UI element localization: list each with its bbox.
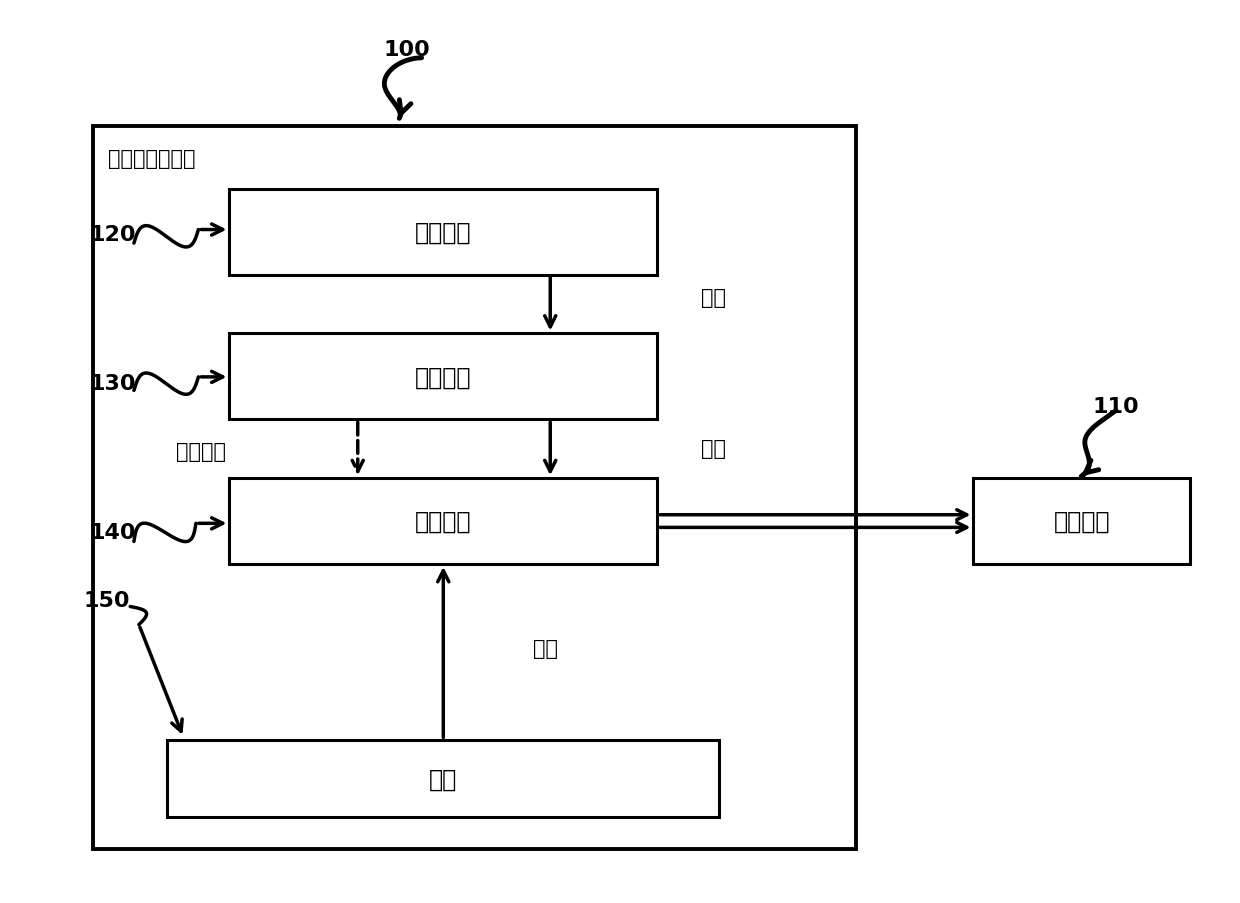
Text: 控制信号: 控制信号 (176, 442, 226, 461)
Text: 信息: 信息 (701, 439, 725, 459)
Text: 140: 140 (91, 523, 136, 543)
Text: 电池: 电池 (429, 767, 458, 791)
Text: 150: 150 (83, 591, 130, 610)
Text: 120: 120 (91, 225, 136, 245)
Text: 110: 110 (1092, 396, 1140, 416)
Text: 处理单元: 处理单元 (415, 365, 471, 389)
FancyBboxPatch shape (973, 479, 1190, 564)
Text: 驱动单元: 驱动单元 (415, 509, 471, 534)
FancyBboxPatch shape (93, 126, 856, 849)
Text: 100: 100 (383, 40, 430, 60)
Text: 130: 130 (91, 374, 136, 394)
Text: 第二天线: 第二天线 (415, 220, 471, 245)
FancyBboxPatch shape (167, 740, 719, 817)
FancyBboxPatch shape (229, 334, 657, 420)
Text: 功率: 功率 (533, 638, 558, 658)
Text: 信息: 信息 (701, 288, 725, 308)
FancyBboxPatch shape (229, 479, 657, 564)
FancyBboxPatch shape (229, 190, 657, 275)
Text: 可植入电池设备: 可植入电池设备 (108, 149, 196, 169)
Text: 第一天线: 第一天线 (1054, 509, 1110, 534)
